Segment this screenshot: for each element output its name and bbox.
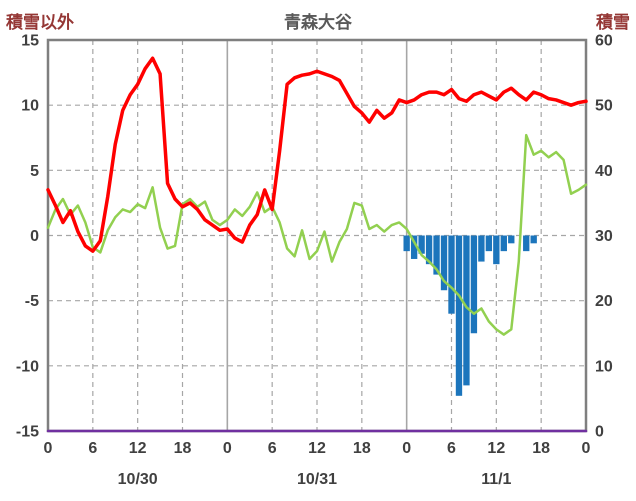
- svg-text:0: 0: [402, 440, 411, 457]
- svg-text:10: 10: [21, 98, 39, 115]
- svg-text:-5: -5: [25, 293, 39, 310]
- svg-text:15: 15: [21, 33, 39, 50]
- svg-text:10/30: 10/30: [118, 471, 158, 488]
- svg-text:40: 40: [595, 163, 613, 180]
- svg-text:10/31: 10/31: [297, 471, 337, 488]
- svg-text:18: 18: [532, 440, 550, 457]
- left-axis-title: 積雪以外: [6, 13, 74, 32]
- green-line: [46, 133, 588, 336]
- svg-text:6: 6: [447, 440, 456, 457]
- svg-text:20: 20: [595, 293, 613, 310]
- svg-text:30: 30: [595, 228, 613, 245]
- blue-bars: [403, 235, 537, 396]
- svg-text:0: 0: [30, 228, 39, 245]
- svg-text:0: 0: [44, 440, 53, 457]
- svg-text:6: 6: [268, 440, 277, 457]
- chart-title: 青森大谷: [284, 13, 352, 32]
- svg-text:11/1: 11/1: [481, 471, 511, 488]
- svg-text:-10: -10: [16, 358, 39, 375]
- svg-text:60: 60: [595, 33, 613, 50]
- svg-text:0: 0: [582, 440, 591, 457]
- svg-text:10: 10: [595, 358, 613, 375]
- svg-text:0: 0: [223, 440, 232, 457]
- svg-text:0: 0: [595, 424, 604, 441]
- svg-text:18: 18: [353, 440, 371, 457]
- svg-text:5: 5: [30, 163, 39, 180]
- right-axis-title: 積雪: [596, 13, 630, 32]
- red-line: [46, 56, 588, 253]
- svg-text:6: 6: [88, 440, 97, 457]
- svg-text:12: 12: [308, 440, 326, 457]
- svg-text:12: 12: [487, 440, 505, 457]
- svg-text:18: 18: [174, 440, 192, 457]
- svg-text:50: 50: [595, 98, 613, 115]
- svg-text:-15: -15: [16, 424, 39, 441]
- svg-text:12: 12: [129, 440, 147, 457]
